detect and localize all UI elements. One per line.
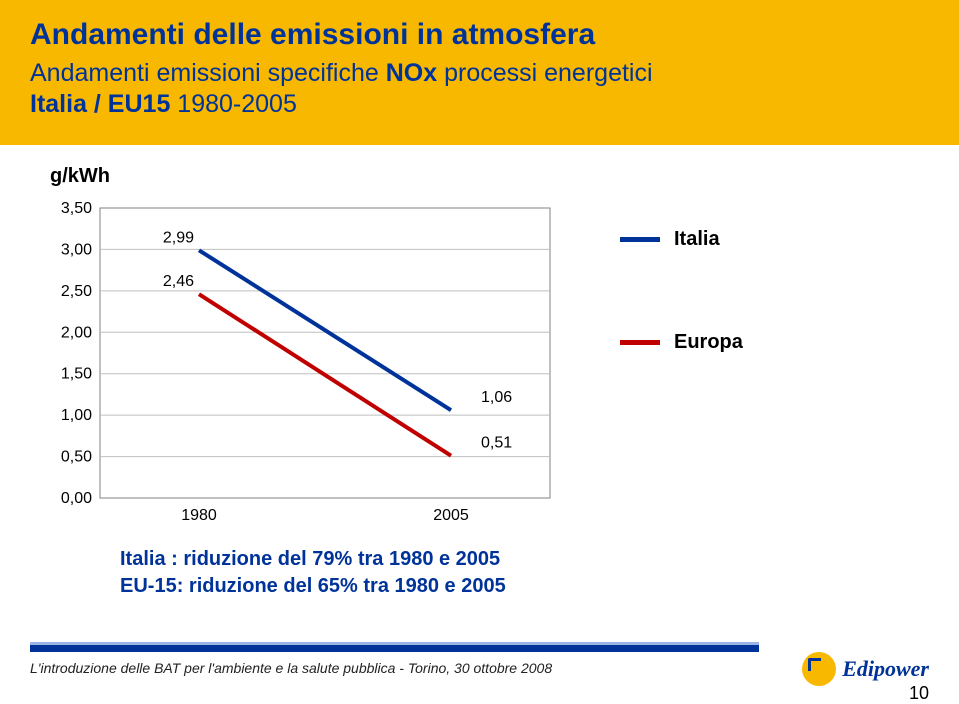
footer: L'introduzione delle BAT per l'ambiente … bbox=[0, 642, 959, 702]
svg-text:1,00: 1,00 bbox=[61, 407, 92, 424]
legend: Italia Europa bbox=[620, 228, 743, 434]
legend-swatch-europa bbox=[620, 340, 660, 345]
svg-text:1,06: 1,06 bbox=[481, 389, 512, 406]
logo-text: Edipower bbox=[842, 656, 929, 682]
sub-l2a: Italia / EU15 bbox=[30, 90, 170, 118]
svg-text:0,00: 0,00 bbox=[61, 490, 92, 507]
svg-text:2,46: 2,46 bbox=[163, 273, 194, 290]
chart-wrap: 0,00 0,50 1,00 1,50 2,00 2,50 3,00 3,50 2,99 1,06… bbox=[40, 198, 929, 528]
svg-text:1,50: 1,50 bbox=[61, 365, 92, 382]
logo: Edipower bbox=[802, 652, 929, 686]
page-subtitle: Andamenti emissioni specifiche NOx proce… bbox=[30, 58, 929, 121]
caption-line1: Italia : riduzione del 79% tra 1980 e 20… bbox=[120, 546, 929, 573]
content-area: g/kWh 0,00 0,50 1,00 1,50 2,00 2,50 3,00 3,50 2,… bbox=[0, 145, 959, 600]
svg-text:2005: 2005 bbox=[433, 507, 469, 524]
sub-l2b: 1980-2005 bbox=[170, 90, 297, 118]
svg-text:3,00: 3,00 bbox=[61, 241, 92, 258]
footer-bar bbox=[30, 642, 759, 652]
legend-label-europa: Europa bbox=[674, 331, 743, 354]
caption: Italia : riduzione del 79% tra 1980 e 20… bbox=[120, 546, 929, 600]
legend-swatch-italia bbox=[620, 237, 660, 242]
svg-text:0,51: 0,51 bbox=[481, 434, 512, 451]
chart-svg: 0,00 0,50 1,00 1,50 2,00 2,50 3,00 3,50 2,99 1,06… bbox=[40, 198, 560, 528]
page-number: 10 bbox=[909, 683, 929, 704]
svg-text:2,00: 2,00 bbox=[61, 324, 92, 341]
svg-text:2,50: 2,50 bbox=[61, 282, 92, 299]
header-banner: Andamenti delle emissioni in atmosfera A… bbox=[0, 0, 959, 145]
svg-text:0,50: 0,50 bbox=[61, 448, 92, 465]
logo-icon bbox=[802, 652, 836, 686]
page-title: Andamenti delle emissioni in atmosfera bbox=[30, 18, 929, 52]
svg-text:3,50: 3,50 bbox=[61, 200, 92, 217]
svg-text:2,99: 2,99 bbox=[163, 229, 194, 246]
caption-line2: EU-15: riduzione del 65% tra 1980 e 2005 bbox=[120, 573, 929, 600]
svg-text:1980: 1980 bbox=[181, 507, 217, 524]
sub-l1b: NOx bbox=[386, 59, 437, 87]
legend-item-europa: Europa bbox=[620, 331, 743, 354]
sub-l1a: Andamenti emissioni specifiche bbox=[30, 59, 386, 87]
legend-item-italia: Italia bbox=[620, 228, 743, 251]
legend-label-italia: Italia bbox=[674, 228, 720, 251]
sub-l1c: processi energetici bbox=[437, 59, 652, 87]
footer-text: L'introduzione delle BAT per l'ambiente … bbox=[30, 660, 552, 676]
chart: 0,00 0,50 1,00 1,50 2,00 2,50 3,00 3,50 2,99 1,06… bbox=[40, 198, 560, 528]
chart-ylabel: g/kWh bbox=[50, 165, 929, 188]
